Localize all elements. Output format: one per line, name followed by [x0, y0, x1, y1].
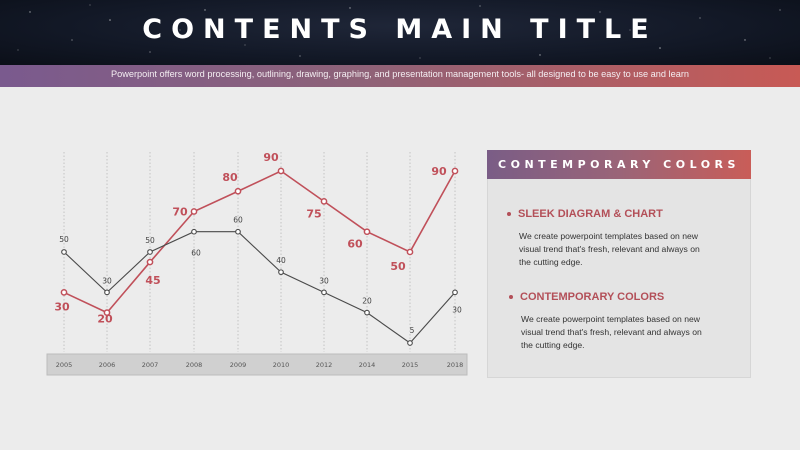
- item-body-line: the cutting edge.: [521, 340, 585, 350]
- data-point: [191, 228, 197, 235]
- data-point: [320, 198, 328, 205]
- data-label: 90: [431, 165, 447, 178]
- series-line: [63, 231, 456, 344]
- panel-title: CONTEMPORARY COLORS: [498, 158, 740, 171]
- data-point: [364, 309, 370, 316]
- x-tick-label: 2005: [56, 361, 73, 369]
- item-body: We create powerpoint templates based on …: [519, 230, 729, 269]
- data-point: [190, 208, 198, 215]
- data-point: [451, 167, 459, 175]
- data-point: [452, 289, 458, 296]
- series-line: [63, 170, 456, 314]
- item-heading: CONTEMPORARY COLORS: [520, 291, 665, 303]
- data-label: 45: [145, 274, 160, 287]
- data-point: [277, 167, 285, 175]
- starfield-background: [17, 4, 781, 59]
- item-body-line: visual trend that's fresh, relevant and …: [519, 244, 700, 254]
- data-point: [406, 248, 414, 256]
- bullet-icon: [509, 295, 513, 299]
- x-tick-label: 2007: [142, 361, 159, 369]
- data-label: 70: [172, 205, 188, 218]
- page-title: CONTENTS MAIN TITLE: [142, 14, 658, 45]
- x-tick-label: 2018: [447, 361, 464, 369]
- item-body-line: the cutting edge.: [519, 257, 583, 267]
- item-body-line: We create powerpoint templates based on …: [521, 314, 700, 324]
- data-point: [407, 340, 413, 346]
- data-label: 75: [306, 207, 321, 220]
- header: CONTENTS MAIN TITLE: [0, 0, 800, 65]
- data-point: [363, 228, 371, 236]
- data-label: 50: [59, 235, 69, 244]
- data-label: 20: [362, 297, 372, 306]
- data-point: [235, 228, 241, 235]
- data-label: 80: [222, 171, 238, 184]
- data-label: 30: [54, 300, 70, 313]
- x-tick-label: 2008: [186, 361, 203, 369]
- data-label: 60: [233, 216, 243, 225]
- data-label: 90: [263, 151, 279, 164]
- data-label: 50: [145, 236, 155, 245]
- item-heading: SLEEK DIAGRAM & CHART: [518, 208, 663, 220]
- data-point: [61, 249, 67, 255]
- data-label: 30: [102, 276, 112, 285]
- data-point: [234, 187, 242, 195]
- data-point: [321, 289, 327, 296]
- x-tick-label: 2015: [402, 361, 419, 369]
- x-axis-band: [46, 353, 468, 376]
- data-label: 60: [347, 238, 363, 251]
- x-tick-label: 2012: [316, 361, 333, 369]
- data-point: [60, 289, 68, 296]
- subtitle-bar: Powerpoint offers word processing, outli…: [0, 65, 800, 87]
- data-label: 30: [319, 276, 329, 285]
- x-tick-label: 2006: [99, 361, 116, 369]
- data-point: [278, 269, 284, 276]
- data-label: 40: [276, 256, 286, 265]
- x-tick-label: 2009: [230, 361, 247, 369]
- item-body-line: We create powerpoint templates based on …: [519, 231, 698, 241]
- data-label: 50: [390, 260, 406, 273]
- data-point: [104, 289, 110, 296]
- data-label: 30: [452, 305, 462, 314]
- x-tick-label: 2010: [273, 361, 290, 369]
- panel-header: CONTEMPORARY COLORS: [487, 150, 751, 179]
- page-subtitle: Powerpoint offers word processing, outli…: [111, 69, 689, 79]
- x-tick-label: 2014: [359, 361, 376, 369]
- data-point: [147, 249, 153, 255]
- item-body: We create powerpoint templates based on …: [521, 313, 731, 352]
- bullet-icon: [507, 212, 511, 216]
- data-point: [103, 309, 111, 316]
- data-label: 60: [191, 249, 201, 258]
- data-label: 5: [410, 326, 415, 335]
- info-panel: [487, 152, 751, 378]
- data-label: 20: [97, 313, 113, 326]
- item-body-line: visual trend that's fresh, relevant and …: [521, 327, 702, 337]
- data-point: [146, 258, 154, 266]
